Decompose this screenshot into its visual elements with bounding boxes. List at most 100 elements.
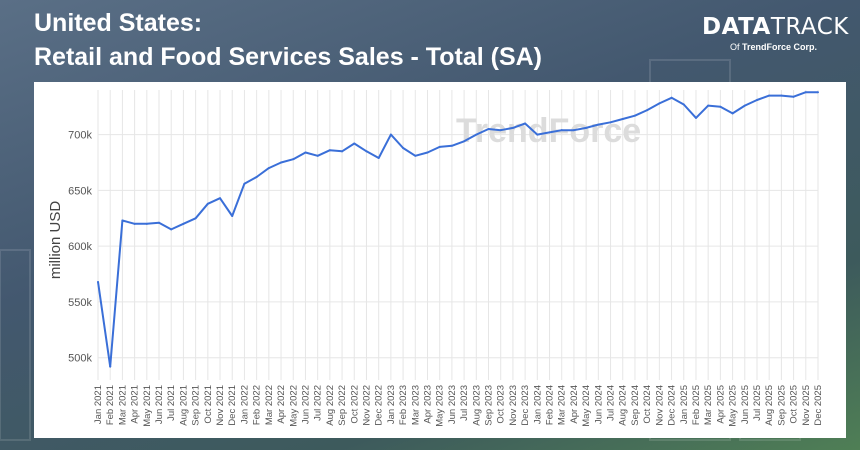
x-tick-label: Jul 2025 bbox=[752, 385, 763, 421]
data-point bbox=[548, 131, 551, 134]
data-point bbox=[133, 222, 136, 225]
data-point bbox=[743, 104, 746, 107]
x-tick-label: Jan 2021 bbox=[93, 385, 104, 424]
logo-sub-prefix: Of bbox=[730, 42, 740, 52]
x-tick-label: Dec 2023 bbox=[520, 385, 531, 426]
x-tick-label: Sep 2024 bbox=[630, 385, 641, 426]
data-point bbox=[243, 182, 246, 185]
x-tick-label: Oct 2024 bbox=[642, 385, 653, 424]
x-tick-label: Feb 2023 bbox=[398, 385, 409, 425]
data-point bbox=[280, 161, 283, 164]
y-tick-label: 550k bbox=[68, 297, 92, 309]
data-point bbox=[182, 222, 185, 225]
x-tick-label: Dec 2024 bbox=[667, 385, 678, 426]
line-chart: TrendForce 500k 550k 600k 650k 700k Jan 2021… bbox=[47, 90, 824, 427]
page-title: United States: Retail and Food Services … bbox=[34, 6, 542, 74]
data-point bbox=[97, 280, 99, 283]
x-tick-label: Oct 2023 bbox=[496, 385, 507, 424]
data-point bbox=[292, 158, 295, 161]
data-point bbox=[719, 105, 722, 108]
data-point bbox=[377, 157, 380, 160]
data-point bbox=[170, 228, 173, 231]
data-point bbox=[633, 114, 636, 117]
x-tick-label: Mar 2023 bbox=[410, 385, 421, 425]
data-point bbox=[817, 91, 819, 94]
x-tick-label: Apr 2025 bbox=[715, 385, 726, 424]
data-point bbox=[414, 154, 417, 157]
x-tick-label: Jun 2025 bbox=[740, 385, 751, 424]
data-point bbox=[755, 99, 758, 102]
x-tick-label: Jun 2023 bbox=[447, 385, 458, 424]
data-point bbox=[621, 118, 624, 120]
data-point bbox=[194, 217, 197, 220]
data-point bbox=[597, 123, 600, 126]
data-point bbox=[267, 167, 270, 170]
x-tick-label: Sep 2021 bbox=[191, 385, 202, 426]
data-point bbox=[560, 129, 563, 132]
data-point bbox=[768, 94, 771, 97]
x-tick-label: Apr 2023 bbox=[422, 385, 433, 424]
data-point bbox=[463, 140, 466, 143]
y-axis-label: million USD bbox=[47, 201, 64, 280]
x-tick-label: May 2022 bbox=[288, 385, 299, 427]
data-point bbox=[780, 94, 783, 97]
x-tick-label: Oct 2022 bbox=[349, 385, 360, 424]
y-tick-label: 600k bbox=[68, 241, 92, 253]
watermark: TrendForce bbox=[456, 112, 641, 150]
logo-subtitle: Of TrendForce Corp. bbox=[730, 42, 832, 52]
data-point bbox=[487, 128, 490, 131]
x-tick-label: Nov 2024 bbox=[654, 385, 665, 426]
x-tick-label: Jul 2024 bbox=[606, 385, 617, 421]
data-point bbox=[804, 91, 807, 94]
data-point bbox=[341, 150, 344, 153]
data-point bbox=[682, 103, 685, 106]
data-point bbox=[353, 142, 356, 145]
x-tick-label: Mar 2021 bbox=[117, 385, 128, 425]
data-point bbox=[585, 126, 588, 129]
data-point bbox=[450, 144, 453, 147]
x-tick-label: Jul 2023 bbox=[459, 385, 470, 421]
x-tick-label: Apr 2024 bbox=[569, 385, 580, 424]
data-point bbox=[438, 145, 441, 148]
data-point bbox=[646, 109, 649, 112]
data-point bbox=[328, 149, 331, 152]
x-tick-label: Feb 2025 bbox=[691, 385, 702, 425]
x-tick-label: Jan 2023 bbox=[386, 385, 397, 424]
logo-sub-company: TrendForce Corp. bbox=[742, 42, 818, 52]
x-tick-label: Aug 2021 bbox=[178, 385, 189, 426]
data-point bbox=[658, 102, 661, 105]
title-line-2: Retail and Food Services Sales - Total (… bbox=[34, 43, 542, 71]
data-point bbox=[511, 126, 514, 129]
x-tick-label: Mar 2022 bbox=[264, 385, 275, 425]
y-tick-label: 700k bbox=[68, 130, 92, 142]
data-point bbox=[475, 133, 478, 136]
x-tick-label: Feb 2024 bbox=[545, 385, 556, 425]
x-tick-label: Sep 2022 bbox=[337, 385, 348, 426]
data-point bbox=[206, 202, 209, 205]
data-point bbox=[731, 112, 734, 115]
chart-panel: TrendForce 500k 550k 600k 650k 700k Jan 2021… bbox=[34, 82, 846, 438]
data-point bbox=[536, 133, 539, 136]
x-tick-label: Oct 2021 bbox=[203, 385, 214, 424]
x-tick-label: Jun 2022 bbox=[300, 385, 311, 424]
x-tick-label: Nov 2021 bbox=[215, 385, 226, 426]
data-point bbox=[402, 147, 405, 149]
x-tick-label: May 2023 bbox=[435, 385, 446, 427]
x-tick-label: Jul 2021 bbox=[166, 385, 177, 421]
x-tick-label: Dec 2021 bbox=[227, 385, 238, 426]
data-point bbox=[426, 151, 429, 154]
data-point bbox=[145, 222, 148, 225]
x-tick-label: Apr 2021 bbox=[130, 385, 141, 424]
data-point bbox=[670, 96, 673, 99]
x-tick-label: Jan 2024 bbox=[532, 385, 543, 424]
x-tick-label: Mar 2025 bbox=[703, 385, 714, 425]
x-tick-label: Apr 2022 bbox=[276, 385, 287, 424]
series-line bbox=[97, 91, 818, 368]
data-point bbox=[792, 95, 795, 98]
x-tick-label: Nov 2022 bbox=[361, 385, 372, 426]
data-point bbox=[694, 116, 697, 119]
data-point bbox=[707, 104, 710, 107]
x-tick-label: Nov 2023 bbox=[508, 385, 519, 426]
data-point bbox=[121, 219, 124, 222]
data-point bbox=[609, 121, 612, 124]
